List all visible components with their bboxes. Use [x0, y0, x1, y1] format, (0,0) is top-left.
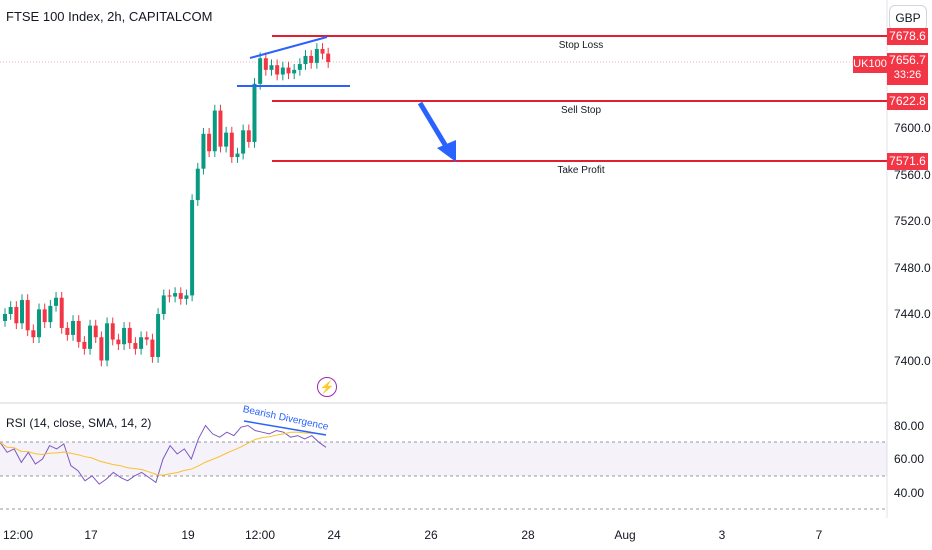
upper-trendline[interactable]: [249, 36, 328, 59]
lightning-icon[interactable]: ⚡: [317, 377, 337, 397]
time-tick: 28: [521, 528, 535, 542]
take-profit-price-tag: 7571.6: [887, 153, 928, 170]
candle: [65, 327, 70, 335]
rsi-line: [0, 424, 327, 485]
candles: [3, 43, 331, 367]
candle: [31, 330, 36, 338]
rsi-ma-line: [0, 431, 327, 476]
price-tick: 7480.0: [894, 261, 931, 275]
candle: [144, 337, 149, 340]
candle: [3, 314, 7, 321]
candle: [167, 295, 172, 297]
candle: [269, 65, 274, 70]
time-tick: 3: [718, 528, 726, 542]
candle: [201, 133, 206, 169]
candle: [241, 130, 246, 154]
candle: [263, 58, 268, 70]
chart-title: FTSE 100 Index, 2h, CAPITALCOM: [6, 9, 213, 24]
time-tick: 12:00: [2, 528, 34, 542]
currency-button[interactable]: GBP: [889, 5, 927, 31]
divergence-line[interactable]: [243, 420, 327, 436]
candle: [275, 65, 280, 75]
candle: [14, 307, 19, 324]
price-tick: 7520.0: [894, 214, 931, 228]
candle: [59, 297, 64, 328]
candle: [25, 300, 30, 331]
rsi-tick: 80.00: [894, 419, 925, 433]
candle: [218, 110, 223, 147]
current-price-tag: 7656.7 33:26: [887, 53, 928, 85]
candle: [20, 300, 25, 324]
candle: [173, 293, 178, 297]
price-tick: 7440.0: [894, 307, 931, 321]
candle: [110, 323, 115, 340]
candle: [82, 341, 87, 349]
stop-loss-label: Stop Loss: [558, 40, 604, 51]
candle: [127, 327, 132, 344]
time-tick: 7: [815, 528, 823, 542]
candle: [303, 55, 308, 65]
time-tick: 26: [424, 528, 438, 542]
candle: [309, 55, 314, 63]
candle: [326, 53, 331, 63]
candle: [190, 200, 195, 296]
symbol-tag: UK100: [853, 56, 887, 73]
rsi-tick: 60.00: [894, 452, 925, 466]
time-tick: 24: [327, 528, 341, 542]
price-tick: 7560.0: [894, 168, 931, 182]
time-tick: 12:00: [244, 528, 276, 542]
candle: [212, 110, 217, 152]
candle: [133, 343, 138, 349]
rsi-tick: 40.00: [894, 486, 925, 500]
candle: [99, 337, 104, 361]
candle: [258, 58, 263, 84]
candle: [122, 327, 127, 345]
candle: [48, 305, 53, 323]
candle: [8, 307, 13, 314]
candle: [235, 153, 240, 158]
candle: [280, 67, 285, 75]
stop-loss-price-tag: 7678.6: [887, 28, 928, 45]
candle: [139, 337, 144, 349]
candle: [292, 69, 297, 74]
candle: [93, 325, 98, 338]
candle: [184, 295, 189, 299]
candle: [195, 168, 200, 201]
time-tick: 17: [84, 528, 98, 542]
candle: [76, 320, 81, 342]
candle: [229, 132, 234, 158]
candle: [178, 293, 183, 299]
candle: [224, 132, 229, 147]
candle: [88, 325, 93, 349]
candle: [252, 83, 257, 142]
time-tick: 19: [181, 528, 195, 542]
candle: [116, 339, 121, 345]
candle: [161, 295, 166, 314]
price-tick: 7400.0: [894, 354, 931, 368]
time-tick: Aug: [614, 528, 636, 542]
candle: [314, 48, 319, 63]
candle: [150, 339, 155, 358]
candle: [71, 320, 76, 335]
candle: [207, 133, 212, 152]
candle: [42, 309, 47, 323]
down-arrow-icon[interactable]: [417, 101, 456, 162]
candle: [320, 48, 325, 54]
sell-stop-price-tag: 7622.8: [887, 93, 928, 110]
sell-stop-label: Sell Stop: [560, 105, 602, 116]
rsi-lines: [0, 424, 327, 485]
current-price: 7656.7: [889, 53, 926, 67]
candle: [246, 130, 251, 142]
rsi-indicator-label[interactable]: RSI (14, close, SMA, 14, 2): [6, 416, 152, 430]
bar-countdown: 33:26: [893, 69, 922, 81]
take-profit-label: Take Profit: [557, 165, 605, 176]
candle: [105, 323, 110, 361]
price-tick: 7600.0: [894, 121, 931, 135]
candle: [286, 67, 291, 74]
candle: [297, 64, 302, 70]
candle: [156, 314, 161, 358]
candle: [37, 309, 42, 338]
candle: [54, 297, 59, 306]
